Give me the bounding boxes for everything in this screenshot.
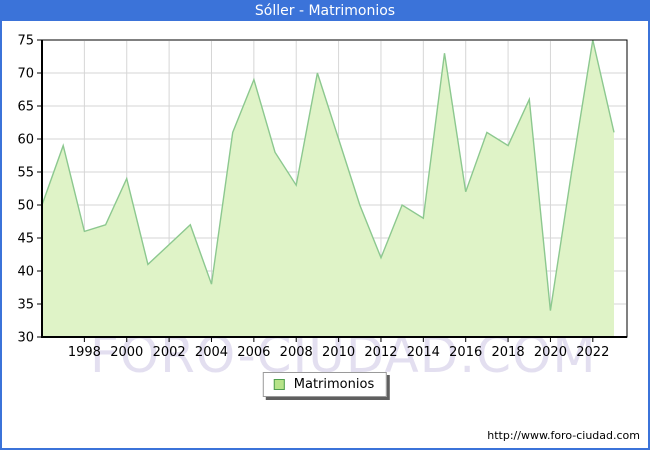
svg-text:75: 75 <box>17 34 34 49</box>
svg-text:30: 30 <box>17 331 34 346</box>
svg-text:2016: 2016 <box>449 345 482 360</box>
svg-text:40: 40 <box>17 265 34 280</box>
svg-text:35: 35 <box>17 298 34 313</box>
svg-text:2002: 2002 <box>153 345 186 360</box>
chart-title: Sóller - Matrimonios <box>2 2 648 21</box>
svg-text:2014: 2014 <box>407 345 440 360</box>
svg-text:65: 65 <box>17 100 34 115</box>
legend: Matrimonios <box>262 372 388 397</box>
svg-text:2022: 2022 <box>576 345 609 360</box>
svg-text:2000: 2000 <box>110 345 143 360</box>
data-area <box>42 40 614 337</box>
svg-text:45: 45 <box>17 232 34 247</box>
y-axis-labels: 30 35 40 45 50 55 60 65 70 75 <box>17 34 42 346</box>
legend-label: Matrimonios <box>293 377 375 392</box>
svg-text:50: 50 <box>17 199 34 214</box>
x-axis-labels: 1998 2000 2002 2004 2006 2008 2010 2012 2014 2016… <box>68 337 609 360</box>
svg-text:2012: 2012 <box>364 345 397 360</box>
legend-swatch-matrimonios <box>273 379 285 390</box>
data-line <box>41 39 615 311</box>
svg-text:2018: 2018 <box>492 345 525 360</box>
footer-url: http://www.foro-ciudad.com <box>487 429 640 442</box>
svg-text:2004: 2004 <box>195 345 228 360</box>
svg-text:70: 70 <box>17 67 34 82</box>
svg-text:1998: 1998 <box>68 345 101 360</box>
svg-text:2020: 2020 <box>534 345 567 360</box>
svg-text:60: 60 <box>17 133 34 148</box>
svg-text:2008: 2008 <box>280 345 313 360</box>
svg-text:2006: 2006 <box>237 345 270 360</box>
svg-text:55: 55 <box>17 166 34 181</box>
svg-text:2010: 2010 <box>322 345 355 360</box>
